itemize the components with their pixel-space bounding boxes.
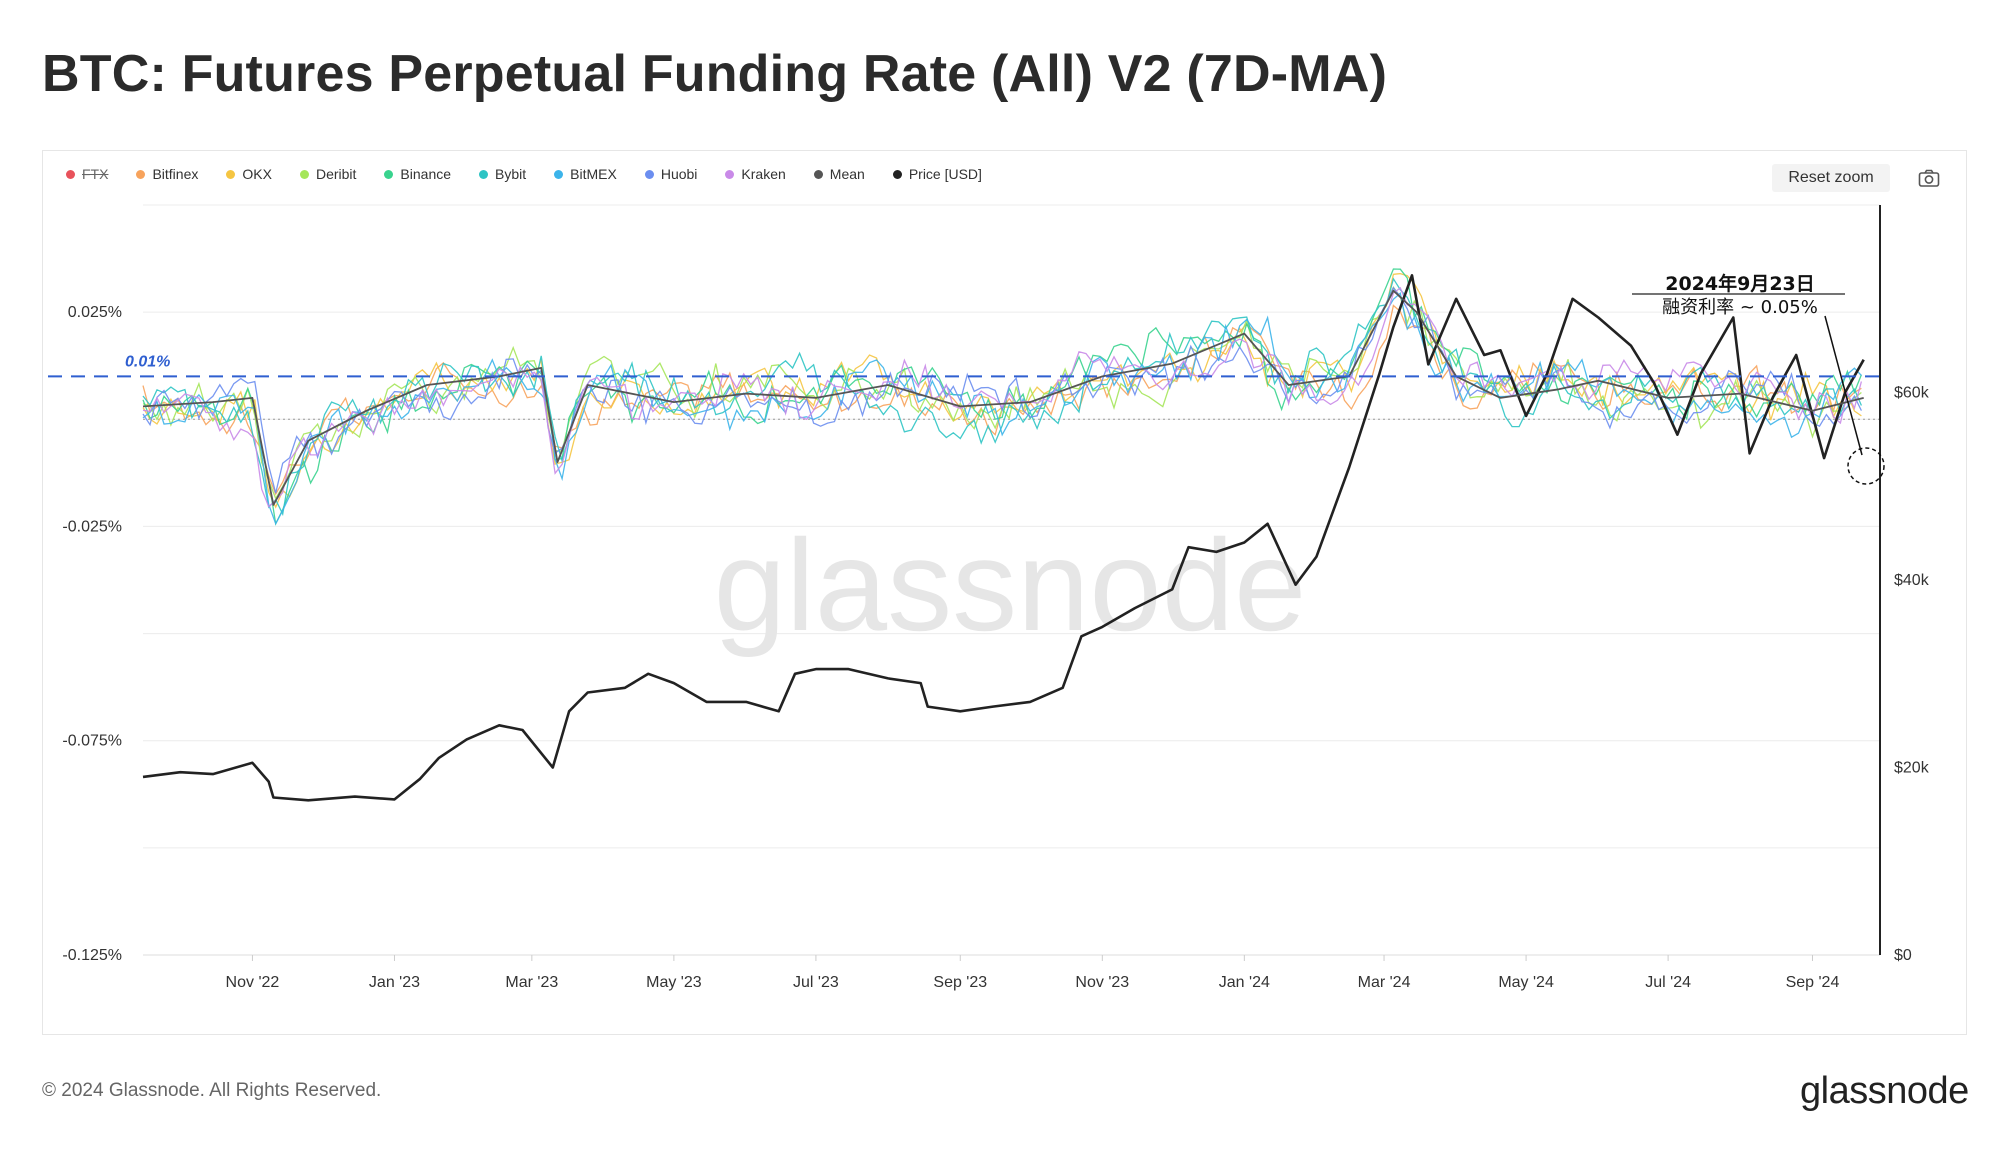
x-tick-label: May '24 (1498, 974, 1554, 991)
legend-marker (892, 169, 902, 179)
x-tick-label: Nov '22 (226, 974, 280, 991)
legend-marker (136, 169, 146, 179)
legend-label: Deribit (315, 166, 357, 182)
camera-icon[interactable] (1918, 168, 1940, 188)
legend-marker (813, 169, 823, 179)
chart-legend: FTX Bitfinex OKX Deribit Binance Bybit BitMEX H… (66, 164, 1010, 184)
legend-label: Mean (829, 166, 865, 182)
legend-label: FTX (82, 166, 109, 182)
brand-logo: glassnode (1800, 1070, 1969, 1112)
legend-marker (66, 169, 75, 179)
legend-item-bybit[interactable]: Bybit (479, 164, 526, 184)
legend-label: Binance (400, 166, 452, 182)
legend-marker (644, 169, 654, 179)
chart-title: BTC: Futures Perpetual Funding Rate (All… (42, 45, 1388, 103)
legend-label: Kraken (741, 166, 786, 182)
x-tick-label: Mar '24 (1358, 974, 1411, 991)
legend-item-ftx[interactable]: FTX (66, 164, 108, 184)
chart-frame (42, 150, 1967, 1035)
y-left-tick-label: -0.125% (62, 947, 122, 964)
series-line-huobi (142, 286, 1862, 494)
x-tick-label: May '23 (646, 974, 702, 991)
legend-item-kraken[interactable]: Kraken (725, 164, 786, 184)
x-tick-label: Jan '23 (369, 974, 420, 991)
legend-label: OKX (242, 166, 272, 182)
y-left-tick-label: 0.025% (68, 304, 122, 321)
annotation-date: 2024年9月23日 (1665, 272, 1815, 295)
annotation-arrow (1824, 315, 1863, 456)
series-line-kraken (142, 286, 1863, 508)
legend-item-huobi[interactable]: Huobi (644, 164, 698, 184)
y-right-tick-label: $0 (1894, 947, 1912, 964)
annotation-rate: 融资利率 ~ 0.05% (1662, 297, 1818, 318)
reset-zoom-button[interactable]: Reset zoom (1772, 164, 1890, 192)
legend-item-bitmex[interactable]: BitMEX (554, 164, 617, 184)
legend-marker (725, 169, 735, 179)
legend-marker (384, 169, 394, 179)
legend-item-binance[interactable]: Binance (384, 164, 451, 184)
x-tick-label: Sep '24 (1786, 974, 1840, 991)
x-tick-label: Mar '23 (505, 974, 558, 991)
legend-marker (226, 169, 236, 179)
threshold-label: 0.01% (125, 353, 170, 370)
legend-item-bitfinex[interactable]: Bitfinex (136, 164, 198, 184)
y-right-tick-label: $40k (1894, 572, 1930, 589)
y-right-tick-label: $20k (1894, 760, 1930, 777)
legend-item-okx[interactable]: OKX (226, 164, 272, 184)
copyright-text: © 2024 Glassnode. All Rights Reserved. (42, 1080, 382, 1101)
legend-label: BitMEX (570, 166, 617, 182)
legend-item-mean[interactable]: Mean (813, 164, 865, 184)
legend-label: Bybit (495, 166, 527, 182)
series-line-binance (142, 268, 1863, 526)
y-left-tick-label: -0.075% (62, 733, 122, 750)
y-right-tick-label: $60k (1894, 385, 1930, 402)
x-tick-label: Sep '23 (933, 974, 987, 991)
legend-label: Price [USD] (908, 166, 982, 182)
annotation-circle (1847, 447, 1885, 485)
legend-label: Huobi (660, 166, 698, 182)
series-line-price (142, 273, 1865, 802)
legend-marker (479, 169, 489, 179)
x-tick-label: Jul '23 (793, 974, 839, 991)
watermark: glassnode (714, 512, 1307, 658)
series-line-mean (142, 289, 1864, 506)
series-line-bitmex (142, 291, 1862, 526)
legend-item-deribit[interactable]: Deribit (299, 164, 357, 184)
legend-marker (554, 169, 564, 179)
series-line-okx (142, 272, 1862, 509)
x-tick-label: Nov '23 (1075, 974, 1129, 991)
legend-marker (299, 169, 309, 179)
legend-item-price-usd[interactable]: Price [USD] (892, 164, 982, 184)
x-tick-label: Jan '24 (1219, 974, 1270, 991)
y-left-tick-label: -0.025% (62, 518, 122, 535)
legend-label: Bitfinex (152, 166, 199, 182)
x-tick-label: Jul '24 (1645, 974, 1691, 991)
